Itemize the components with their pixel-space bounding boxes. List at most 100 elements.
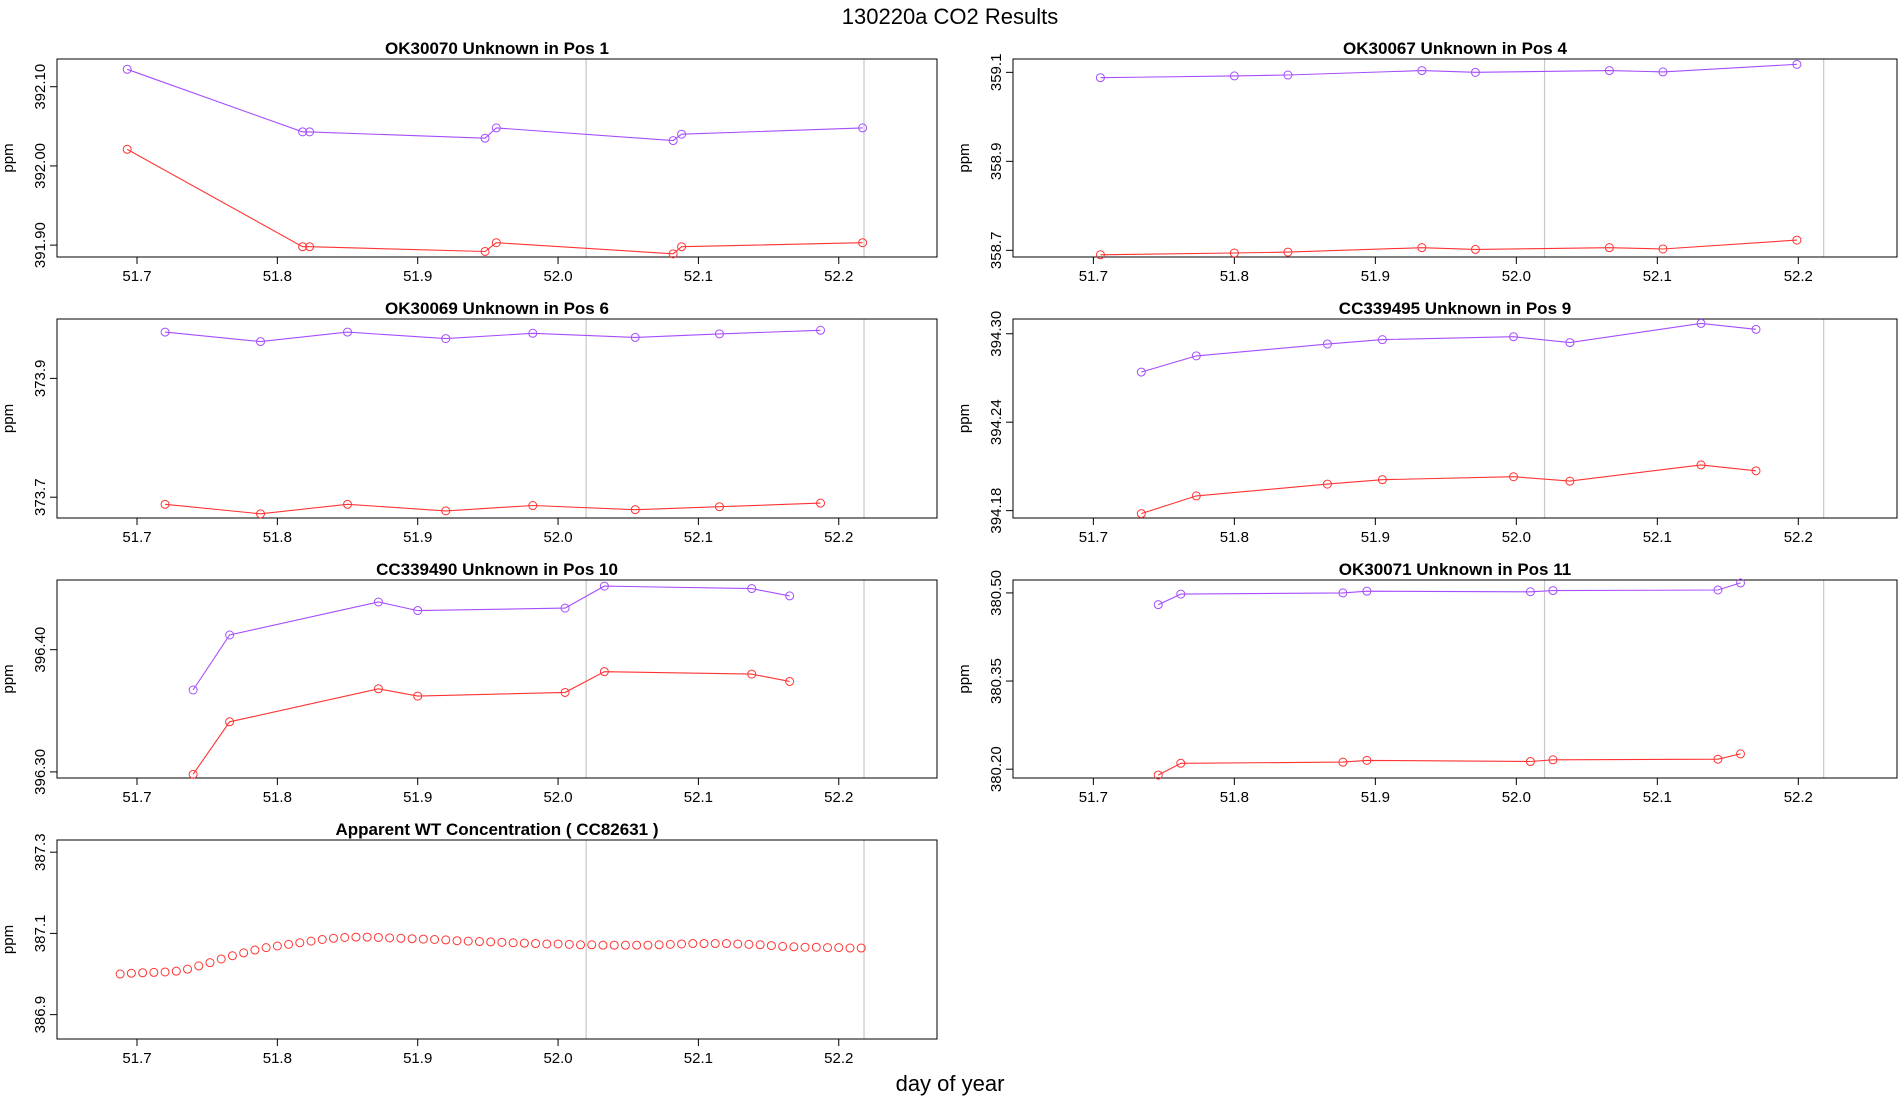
data-point <box>668 249 678 259</box>
data-point <box>1713 754 1723 764</box>
data-point <box>714 329 724 339</box>
series-line <box>165 502 821 515</box>
data-point <box>225 630 235 640</box>
x-tick-label: 51.7 <box>1079 529 1108 546</box>
data-point <box>789 942 799 952</box>
data-point <box>609 940 619 950</box>
data-point <box>1191 491 1201 501</box>
data-point <box>194 961 204 971</box>
data-point <box>665 939 675 949</box>
data-point <box>677 129 687 139</box>
data-point <box>486 937 496 947</box>
y-tick-label: 394.30 <box>988 311 1005 357</box>
data-point <box>1470 67 1480 77</box>
series-line <box>1157 582 1741 606</box>
data-point <box>643 940 653 950</box>
x-tick-label: 51.9 <box>403 529 432 546</box>
data-point <box>630 505 640 515</box>
data-point <box>1658 244 1668 254</box>
panel-title: CC339495 Unknown in Pos 9 <box>1339 299 1571 318</box>
data-point <box>1362 755 1372 765</box>
data-point <box>298 127 308 137</box>
y-axis-label: ppm <box>0 404 17 433</box>
x-tick-label: 52.2 <box>1784 268 1813 285</box>
data-point <box>747 584 757 594</box>
data-point <box>845 943 855 953</box>
x-tick-label: 52.0 <box>543 789 572 806</box>
data-point <box>733 939 743 949</box>
data-point <box>677 242 687 252</box>
x-tick-label: 52.1 <box>684 1050 713 1067</box>
data-point <box>785 676 795 686</box>
data-point <box>413 691 423 701</box>
data-point <box>373 597 383 607</box>
panel-title: OK30069 Unknown in Pos 6 <box>385 299 609 318</box>
data-point <box>620 940 630 950</box>
y-tick-label: 391.90 <box>32 222 49 268</box>
panel-pos1: OK30070 Unknown in Pos 1 51.7 51.8 51.9 52.0… <box>0 39 938 285</box>
data-point <box>747 669 757 679</box>
data-point <box>343 327 353 337</box>
data-point <box>823 943 833 953</box>
data-point <box>528 328 538 338</box>
data-point <box>856 943 866 953</box>
panel-title: CC339490 Unknown in Pos 10 <box>376 560 618 579</box>
series-line <box>1100 63 1797 79</box>
data-point <box>1191 351 1201 361</box>
data-point <box>785 591 795 601</box>
panel-pos4: OK30067 Unknown in Pos 4 51.7 51.8 51.9 52.0… <box>956 39 1898 285</box>
x-tick-label: 52.2 <box>824 529 853 546</box>
data-point <box>1470 244 1480 254</box>
panel-title: Apparent WT Concentration ( CC82631 ) <box>335 820 658 839</box>
series-line <box>192 585 790 691</box>
x-tick-label: 51.7 <box>122 1050 151 1067</box>
data-point <box>744 939 754 949</box>
x-tick-label: 52.0 <box>1502 529 1531 546</box>
series-line <box>192 671 790 775</box>
data-point <box>1229 248 1239 258</box>
x-tick-label: 51.7 <box>1079 789 1108 806</box>
y-axis-label: ppm <box>956 143 973 172</box>
x-tick-label: 52.1 <box>684 789 713 806</box>
y-tick-label: 380.35 <box>988 658 1005 704</box>
data-point <box>564 939 574 949</box>
panel-pos10: CC339490 Unknown in Pos 10 51.7 51.8 51.9 52… <box>0 560 938 806</box>
data-point <box>1751 466 1761 476</box>
x-tick-label: 51.8 <box>263 1050 292 1067</box>
x-tick-label: 52.2 <box>1784 789 1813 806</box>
data-point <box>1362 586 1372 596</box>
x-tick-label: 52.2 <box>824 268 853 285</box>
data-point <box>778 941 788 951</box>
data-point <box>1548 755 1558 765</box>
x-tick-label: 52.1 <box>684 529 713 546</box>
data-point <box>599 667 609 677</box>
data-point <box>1229 71 1239 81</box>
x-tick-label: 51.7 <box>1079 268 1108 285</box>
data-point <box>183 964 193 974</box>
data-point <box>351 932 361 942</box>
data-point <box>1095 73 1105 83</box>
data-point <box>1604 66 1614 76</box>
plot-frame <box>1012 318 1898 519</box>
x-tick-label: 51.9 <box>403 1050 432 1067</box>
data-point <box>1417 66 1427 76</box>
data-point <box>1565 338 1575 348</box>
x-tick-label: 52.1 <box>684 268 713 285</box>
data-point <box>452 936 462 946</box>
data-point <box>531 939 541 949</box>
x-tick-label: 51.9 <box>1361 268 1390 285</box>
y-tick-label: 396.30 <box>32 749 49 795</box>
data-point <box>317 935 327 944</box>
panel-pos11: OK30071 Unknown in Pos 11 51.7 51.8 51.9 52.… <box>956 560 1898 806</box>
data-point <box>553 939 563 949</box>
data-point <box>1736 749 1746 759</box>
data-point <box>1696 460 1706 470</box>
data-point <box>560 603 570 613</box>
data-point <box>1509 332 1519 342</box>
data-point <box>122 144 132 154</box>
data-point <box>122 64 132 74</box>
panel-pos9: CC339495 Unknown in Pos 9 51.7 51.8 51.9 52.… <box>956 299 1898 546</box>
data-point <box>272 941 282 951</box>
series-line <box>126 148 863 255</box>
data-point <box>1377 475 1387 485</box>
